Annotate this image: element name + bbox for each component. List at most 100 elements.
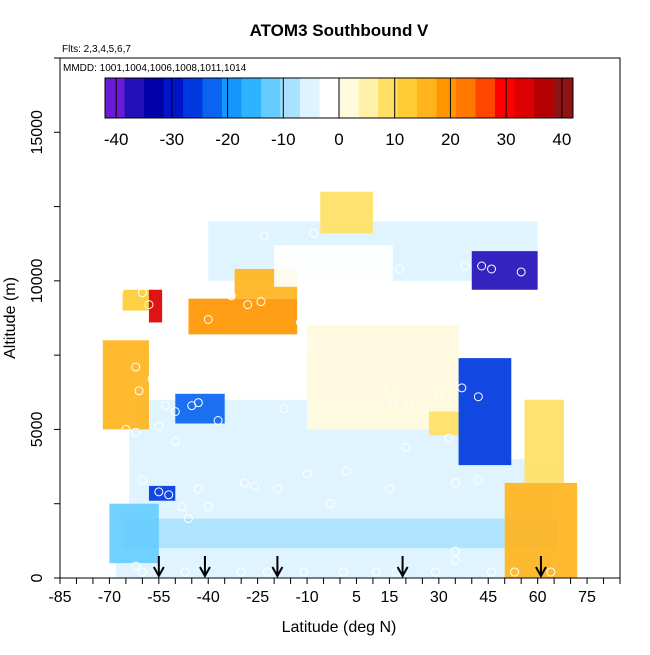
colorbar-swatch <box>339 78 359 118</box>
profile-point <box>193 398 203 408</box>
v-field-feature <box>102 340 149 430</box>
colorbar-swatch <box>553 78 574 118</box>
profile-point <box>144 300 154 310</box>
profile-point <box>263 567 273 577</box>
profile-point <box>180 567 190 577</box>
profile-point <box>394 264 404 274</box>
colorbar-tick-label: 40 <box>552 130 571 149</box>
colorbar-swatch <box>163 78 184 118</box>
profile-point <box>213 416 223 426</box>
profile-point <box>342 466 352 476</box>
profile-point <box>243 300 253 310</box>
x-axis-label: Latitude (deg N) <box>282 619 397 636</box>
profile-points-layer <box>114 199 559 577</box>
profile-point <box>164 282 174 292</box>
colorbar-tick-label: 30 <box>497 130 516 149</box>
colorbar-swatch <box>105 78 125 118</box>
profile-point <box>177 502 187 512</box>
profile-point <box>279 404 289 414</box>
v-field-section <box>116 548 558 578</box>
surface-arrow <box>152 556 165 579</box>
dates-label: MMDD: 1001,1004,1006,1008,1011,1014 <box>63 63 247 74</box>
profile-point <box>295 317 305 327</box>
v-field-feature <box>428 411 459 436</box>
profile-point <box>309 228 319 238</box>
profile-point <box>371 567 381 577</box>
colorbar-swatch <box>397 78 418 118</box>
colorbar-swatch <box>222 78 242 118</box>
profile-point <box>388 398 398 408</box>
profile-point <box>239 478 249 488</box>
profile-point <box>361 246 371 256</box>
v-field-feature <box>524 399 564 483</box>
profile-point <box>272 484 282 494</box>
profile-point <box>131 561 141 571</box>
surface-arrow-head <box>271 566 284 579</box>
profile-point <box>154 487 164 497</box>
colorbar: -40 -30 -20 -10 0 10 20 30 40 <box>104 77 574 149</box>
profile-point <box>450 478 460 488</box>
v-field-feature <box>320 191 373 234</box>
colorbar-swatch <box>378 78 398 118</box>
v-field-feature <box>458 358 512 466</box>
colorbar-swatch <box>495 78 515 118</box>
x-tick-label: -10 <box>295 589 318 606</box>
colorbar-swatch <box>241 78 262 118</box>
colorbar-tick-label: -10 <box>271 130 296 149</box>
colorbar-tick-label: 10 <box>385 130 404 149</box>
profile-point <box>309 338 319 348</box>
colorbar-swatch <box>261 78 281 118</box>
x-tick-label: 75 <box>578 589 596 606</box>
profile-point <box>401 442 411 452</box>
colorbar-swatch <box>144 78 164 118</box>
x-tick-label: 15 <box>381 589 399 606</box>
x-tick-label: 60 <box>529 589 547 606</box>
colorbar-swatch <box>514 78 535 118</box>
colorbar-swatch <box>436 78 457 118</box>
profile-point <box>131 362 141 372</box>
v-field-feature <box>148 289 163 323</box>
profile-point <box>487 264 497 274</box>
v-field-feature <box>122 289 153 311</box>
colorbar-swatch <box>319 78 340 118</box>
x-tick-label: -25 <box>246 589 269 606</box>
v-field-feature <box>175 393 225 424</box>
profile-point <box>127 279 137 289</box>
colorbar-swatch <box>358 78 379 118</box>
x-tick-label: -55 <box>147 589 170 606</box>
surface-arrow <box>535 556 547 579</box>
v-field-layer <box>102 191 578 578</box>
profile-point <box>473 392 483 402</box>
x-tick-label: 5 <box>352 589 361 606</box>
colorbar-swatch <box>300 78 320 118</box>
profile-point <box>170 436 180 446</box>
profile-point <box>510 567 520 577</box>
surface-arrow-head <box>199 566 211 579</box>
profile-point <box>134 386 144 396</box>
colorbar-tick-label: -40 <box>104 130 129 149</box>
profile-point <box>164 490 174 500</box>
surface-arrow-head <box>535 566 547 579</box>
colorbar-tick-label: 20 <box>441 130 460 149</box>
y-tick-label: 0 <box>29 573 46 582</box>
surface-arrows-layer <box>152 556 547 579</box>
profile-point <box>299 567 309 577</box>
profile-point <box>114 285 124 295</box>
profile-point <box>193 484 203 494</box>
profile-point <box>170 407 180 417</box>
x-tick-label: 45 <box>479 589 497 606</box>
y-tick-label: 15000 <box>29 110 46 155</box>
profile-point <box>440 312 450 322</box>
profile-point <box>302 469 312 479</box>
colorbar-tick-label: -20 <box>215 130 240 149</box>
v-field-feature <box>188 298 298 335</box>
profile-point <box>477 261 487 271</box>
y-axis-label: Altitude (m) <box>2 277 19 359</box>
surface-arrow <box>396 556 409 579</box>
x-tick-label: -40 <box>197 589 220 606</box>
colorbar-swatch <box>417 78 437 118</box>
profile-point <box>516 267 526 277</box>
x-tick-label: -85 <box>48 589 71 606</box>
profile-point <box>286 199 296 209</box>
profile-point <box>378 264 388 274</box>
